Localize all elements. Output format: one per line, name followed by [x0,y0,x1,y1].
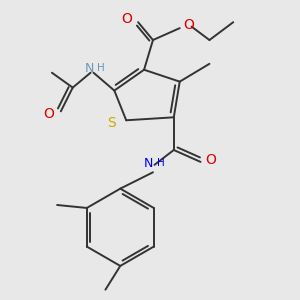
Text: O: O [44,107,54,121]
Text: S: S [107,116,116,130]
Text: H: H [97,63,105,73]
Text: O: O [206,153,216,167]
Text: O: O [183,18,194,32]
Text: N: N [144,157,153,170]
Text: O: O [121,12,132,26]
Text: N: N [84,62,94,75]
Text: H: H [157,158,164,168]
